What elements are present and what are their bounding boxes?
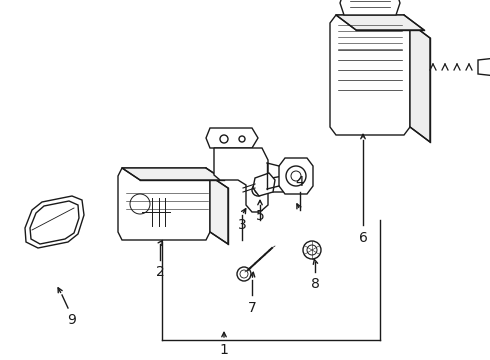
Polygon shape — [253, 173, 275, 196]
Polygon shape — [336, 15, 424, 30]
Text: 6: 6 — [359, 231, 368, 245]
Polygon shape — [410, 23, 430, 142]
Text: 3: 3 — [238, 218, 246, 232]
Text: 5: 5 — [256, 209, 265, 223]
Polygon shape — [330, 15, 410, 135]
Polygon shape — [210, 176, 228, 244]
Polygon shape — [279, 158, 313, 194]
Polygon shape — [206, 128, 258, 148]
Text: 4: 4 — [295, 175, 304, 189]
Text: 7: 7 — [247, 301, 256, 315]
Text: 1: 1 — [220, 343, 228, 357]
Polygon shape — [118, 168, 210, 240]
Text: 9: 9 — [68, 313, 76, 327]
Polygon shape — [340, 0, 400, 15]
Polygon shape — [214, 148, 268, 212]
Polygon shape — [25, 196, 84, 248]
Polygon shape — [268, 175, 292, 192]
Polygon shape — [478, 58, 490, 76]
Polygon shape — [122, 168, 224, 180]
Text: 8: 8 — [311, 277, 319, 291]
Text: 2: 2 — [156, 265, 164, 279]
Bar — [218, 130, 228, 175]
